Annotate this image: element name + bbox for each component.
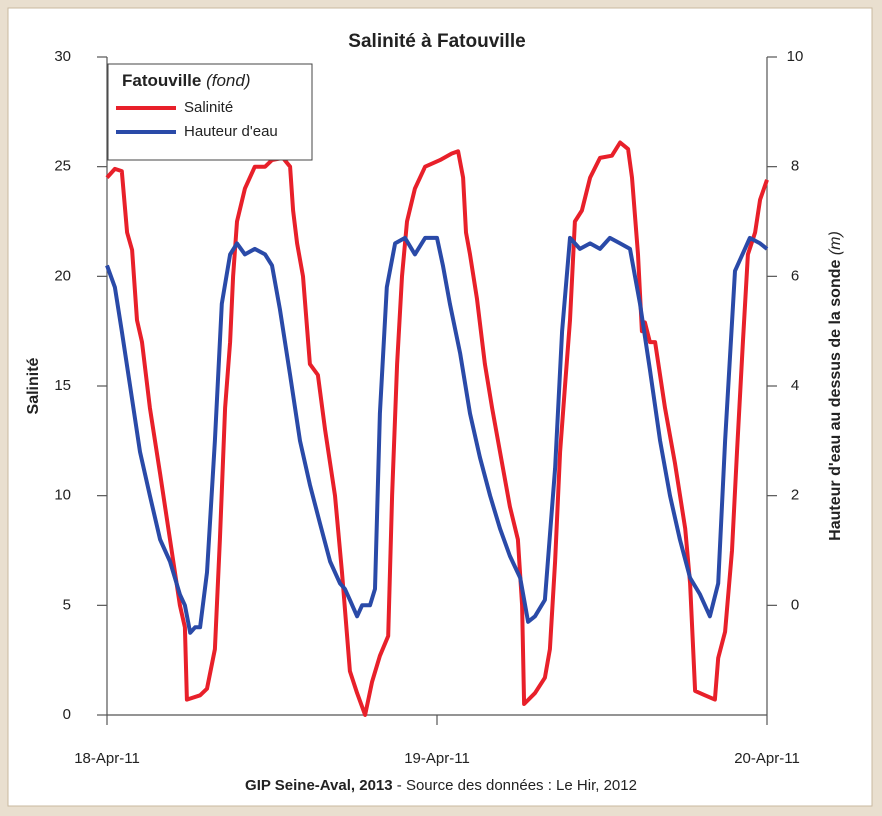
legend-title-text: Fatouville xyxy=(122,71,201,90)
x-tick-label: 20-Apr-11 xyxy=(734,750,800,767)
y-tick-label: 0 xyxy=(63,706,71,723)
y2-tick-label: 0 xyxy=(791,596,799,613)
y-tick-label: 20 xyxy=(54,267,71,284)
y2-axis-label: Hauteur d'eau au dessus de la sonde (m) xyxy=(827,231,844,541)
legend: Fatouville (fond) Salinité Hauteur d'eau xyxy=(107,63,313,161)
y-tick-label: 30 xyxy=(54,48,71,65)
legend-box xyxy=(107,63,313,161)
legend-label: Hauteur d'eau xyxy=(184,123,278,140)
y-axis-label: Salinité xyxy=(25,357,42,414)
footer-text: - Source des données : Le Hir, 2012 xyxy=(393,777,637,794)
legend-title: Fatouville (fond) xyxy=(122,71,251,90)
y2-tick-label: 2 xyxy=(791,487,799,504)
legend-title-sub: (fond) xyxy=(206,71,250,90)
y2-tick-label: 8 xyxy=(791,158,799,175)
footer: GIP Seine-Aval, 2013 - Source des donnée… xyxy=(245,777,637,794)
y-tick-label: 15 xyxy=(54,377,71,394)
y2-tick-label: 10 xyxy=(787,48,804,65)
y-tick-label: 5 xyxy=(63,596,71,613)
series-line xyxy=(105,235,769,635)
y-tick-label: 10 xyxy=(54,487,71,504)
y2-label-unit: (m) xyxy=(827,231,844,255)
legend-label: Salinité xyxy=(184,99,233,116)
y2-tick-label: 4 xyxy=(791,377,799,394)
y2-tick-label: 6 xyxy=(791,267,799,284)
series-line xyxy=(105,140,769,717)
x-tick-label: 18-Apr-11 xyxy=(74,750,140,767)
x-tick-label: 19-Apr-11 xyxy=(404,750,470,767)
y-tick-label: 25 xyxy=(54,158,71,175)
chart-title: Salinité à Fatouville xyxy=(348,31,525,52)
footer-bold: GIP Seine-Aval, 2013 xyxy=(245,777,393,794)
y2-label-text: Hauteur d'eau au dessus de la sonde xyxy=(827,260,844,541)
